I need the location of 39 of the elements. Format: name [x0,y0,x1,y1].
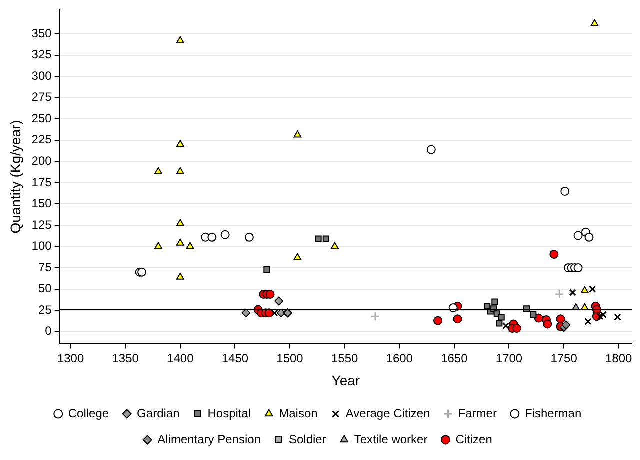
y-tick-label: 250 [32,111,52,126]
y-tick-label: 175 [32,175,52,190]
x-tick-label: 1800 [605,351,633,366]
x-tick-label: 1600 [386,351,414,366]
legend-label: Hospital [208,406,252,420]
legend-label: College [68,406,110,420]
legend-label: Farmer [458,406,497,420]
x-tick-label: 1650 [441,351,468,366]
x-tick-label: 1350 [112,351,140,366]
x-axis-title: Year [332,372,360,388]
y-tick-label: 125 [32,218,52,232]
legend-label: Average Citizen [346,406,430,420]
y-tick-label: 100 [32,239,52,254]
y-tick-label: 325 [32,48,52,62]
y-tick-label: 200 [32,154,52,168]
x-tick-label: 1550 [331,351,358,366]
legend-label: Alimentary Pension [158,432,262,446]
legend-label: Maison [279,406,318,420]
legend-label: Gardian [137,406,180,420]
y-tick-label: 275 [32,90,52,104]
y-tick-label: 50 [38,282,52,296]
y-tick-label: 150 [32,196,52,211]
x-tick-label: 1750 [550,351,578,366]
y-tick-label: 0 [45,324,52,338]
legend-label: Soldier [289,432,326,446]
legend-label: Textile worker [354,432,428,446]
y-tick-label: 350 [32,26,52,40]
x-tick-label: 1700 [496,351,523,366]
legend-label: Fisherman [524,406,582,420]
y-tick-label: 75 [38,260,52,274]
x-tick-label: 1300 [57,351,84,366]
x-tick-label: 1400 [167,351,194,366]
y-tick-label: 225 [32,132,52,147]
y-tick-label: 25 [38,302,52,317]
legend-label: Citizen [456,432,492,446]
x-tick-label: 1450 [222,351,249,366]
x-tick-label: 1500 [276,351,304,366]
y-tick-label: 300 [32,68,52,83]
y-axis-title: Quantity (Kg/year) [7,120,24,234]
